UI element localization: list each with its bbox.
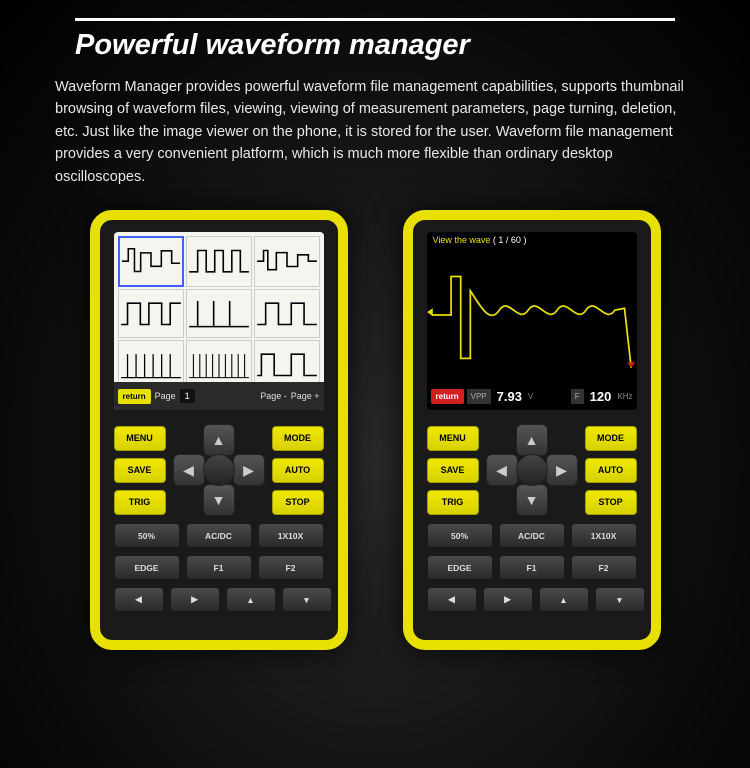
- dpad: ▲ ▼ ◀ ▶: [173, 424, 265, 516]
- menu-button: MENU: [114, 426, 166, 451]
- mode-button: MODE: [585, 426, 637, 451]
- nav-up: ▲: [226, 587, 276, 612]
- auto-button: AUTO: [272, 458, 324, 483]
- nav-left: ◀: [114, 587, 164, 612]
- f2-button: F2: [571, 555, 637, 580]
- f1-button: F1: [499, 555, 565, 580]
- dpad-right: ▶: [546, 454, 578, 486]
- dpad-up: ▲: [516, 424, 548, 456]
- thumbnail-grid: [114, 232, 324, 380]
- dpad-ok: [516, 454, 548, 486]
- wave-header: View the wave ( 1 / 60 ): [433, 235, 527, 245]
- header-rule: [75, 18, 675, 21]
- dpad-down: ▼: [516, 484, 548, 516]
- save-button: SAVE: [114, 458, 166, 483]
- nav-right: ▶: [170, 587, 220, 612]
- thumbnail-item: [186, 236, 252, 286]
- trig-button: TRIG: [427, 490, 479, 515]
- thumbnail-item: [118, 289, 184, 339]
- nav-right: ▶: [483, 587, 533, 612]
- fifty-button: 50%: [427, 523, 493, 548]
- return-button: return: [431, 389, 464, 404]
- page-next: Page +: [291, 391, 320, 401]
- f-label: F: [571, 389, 584, 404]
- stop-button: STOP: [272, 490, 324, 515]
- page-label: Page: [155, 391, 176, 401]
- thumbnail-item: [254, 236, 320, 286]
- acdc-button: AC/DC: [186, 523, 252, 548]
- acdc-button: AC/DC: [499, 523, 565, 548]
- menu-button: MENU: [427, 426, 479, 451]
- vpp-label: VPP: [467, 389, 491, 404]
- nav-down: ▼: [595, 587, 645, 612]
- thumbnail-item: [118, 236, 184, 286]
- trig-button: TRIG: [114, 490, 166, 515]
- wave-footer: return VPP 7.93 V F 120 KHz: [427, 382, 637, 410]
- return-button: return: [118, 389, 151, 404]
- auto-button: AUTO: [585, 458, 637, 483]
- dpad-ok: [203, 454, 235, 486]
- main-button-row: MENU SAVE TRIG ▲ ▼ ◀ ▶ MODE AUTO STOP: [114, 424, 324, 516]
- nav-left: ◀: [427, 587, 477, 612]
- dpad-up: ▲: [203, 424, 235, 456]
- waveform-path: [431, 277, 630, 369]
- edge-button: EDGE: [427, 555, 493, 580]
- probe-button: 1X10X: [571, 523, 637, 548]
- device-container: return Page 1 Page - Page + MENU SAVE TR…: [0, 210, 750, 650]
- f-unit: KHz: [617, 392, 632, 401]
- nav-up: ▲: [539, 587, 589, 612]
- nav-down: ▼: [282, 587, 332, 612]
- mode-button: MODE: [272, 426, 324, 451]
- waveform-area: [427, 250, 637, 380]
- main-button-row: MENU SAVE TRIG ▲ ▼ ◀ ▶ MODE AUTO STOP: [427, 424, 637, 516]
- dpad: ▲ ▼ ◀ ▶: [486, 424, 578, 516]
- vpp-value: 7.93: [494, 389, 525, 404]
- dpad-left: ◀: [173, 454, 205, 486]
- probe-button: 1X10X: [258, 523, 324, 548]
- grid-footer: return Page 1 Page - Page +: [114, 382, 324, 410]
- thumbnail-item: [254, 289, 320, 339]
- description-text: Waveform Manager provides powerful wavef…: [55, 76, 695, 188]
- f1-button: F1: [186, 555, 252, 580]
- screen-waveform: View the wave ( 1 / 60 ) return VPP 7.93…: [427, 232, 637, 410]
- dpad-down: ▼: [203, 484, 235, 516]
- vpp-unit: V: [528, 392, 533, 401]
- thumbnail-item: [186, 289, 252, 339]
- fifty-button: 50%: [114, 523, 180, 548]
- screen-thumbnail-grid: return Page 1 Page - Page +: [114, 232, 324, 410]
- stop-button: STOP: [585, 490, 637, 515]
- page-value: 1: [180, 389, 195, 403]
- device-right: View the wave ( 1 / 60 ) return VPP 7.93…: [403, 210, 661, 650]
- dpad-left: ◀: [486, 454, 518, 486]
- save-button: SAVE: [427, 458, 479, 483]
- page-title: Powerful waveform manager: [75, 29, 675, 62]
- f-value: 120: [587, 389, 615, 404]
- page-prev: Page -: [260, 391, 287, 401]
- f2-button: F2: [258, 555, 324, 580]
- edge-button: EDGE: [114, 555, 180, 580]
- dpad-right: ▶: [233, 454, 265, 486]
- device-left: return Page 1 Page - Page + MENU SAVE TR…: [90, 210, 348, 650]
